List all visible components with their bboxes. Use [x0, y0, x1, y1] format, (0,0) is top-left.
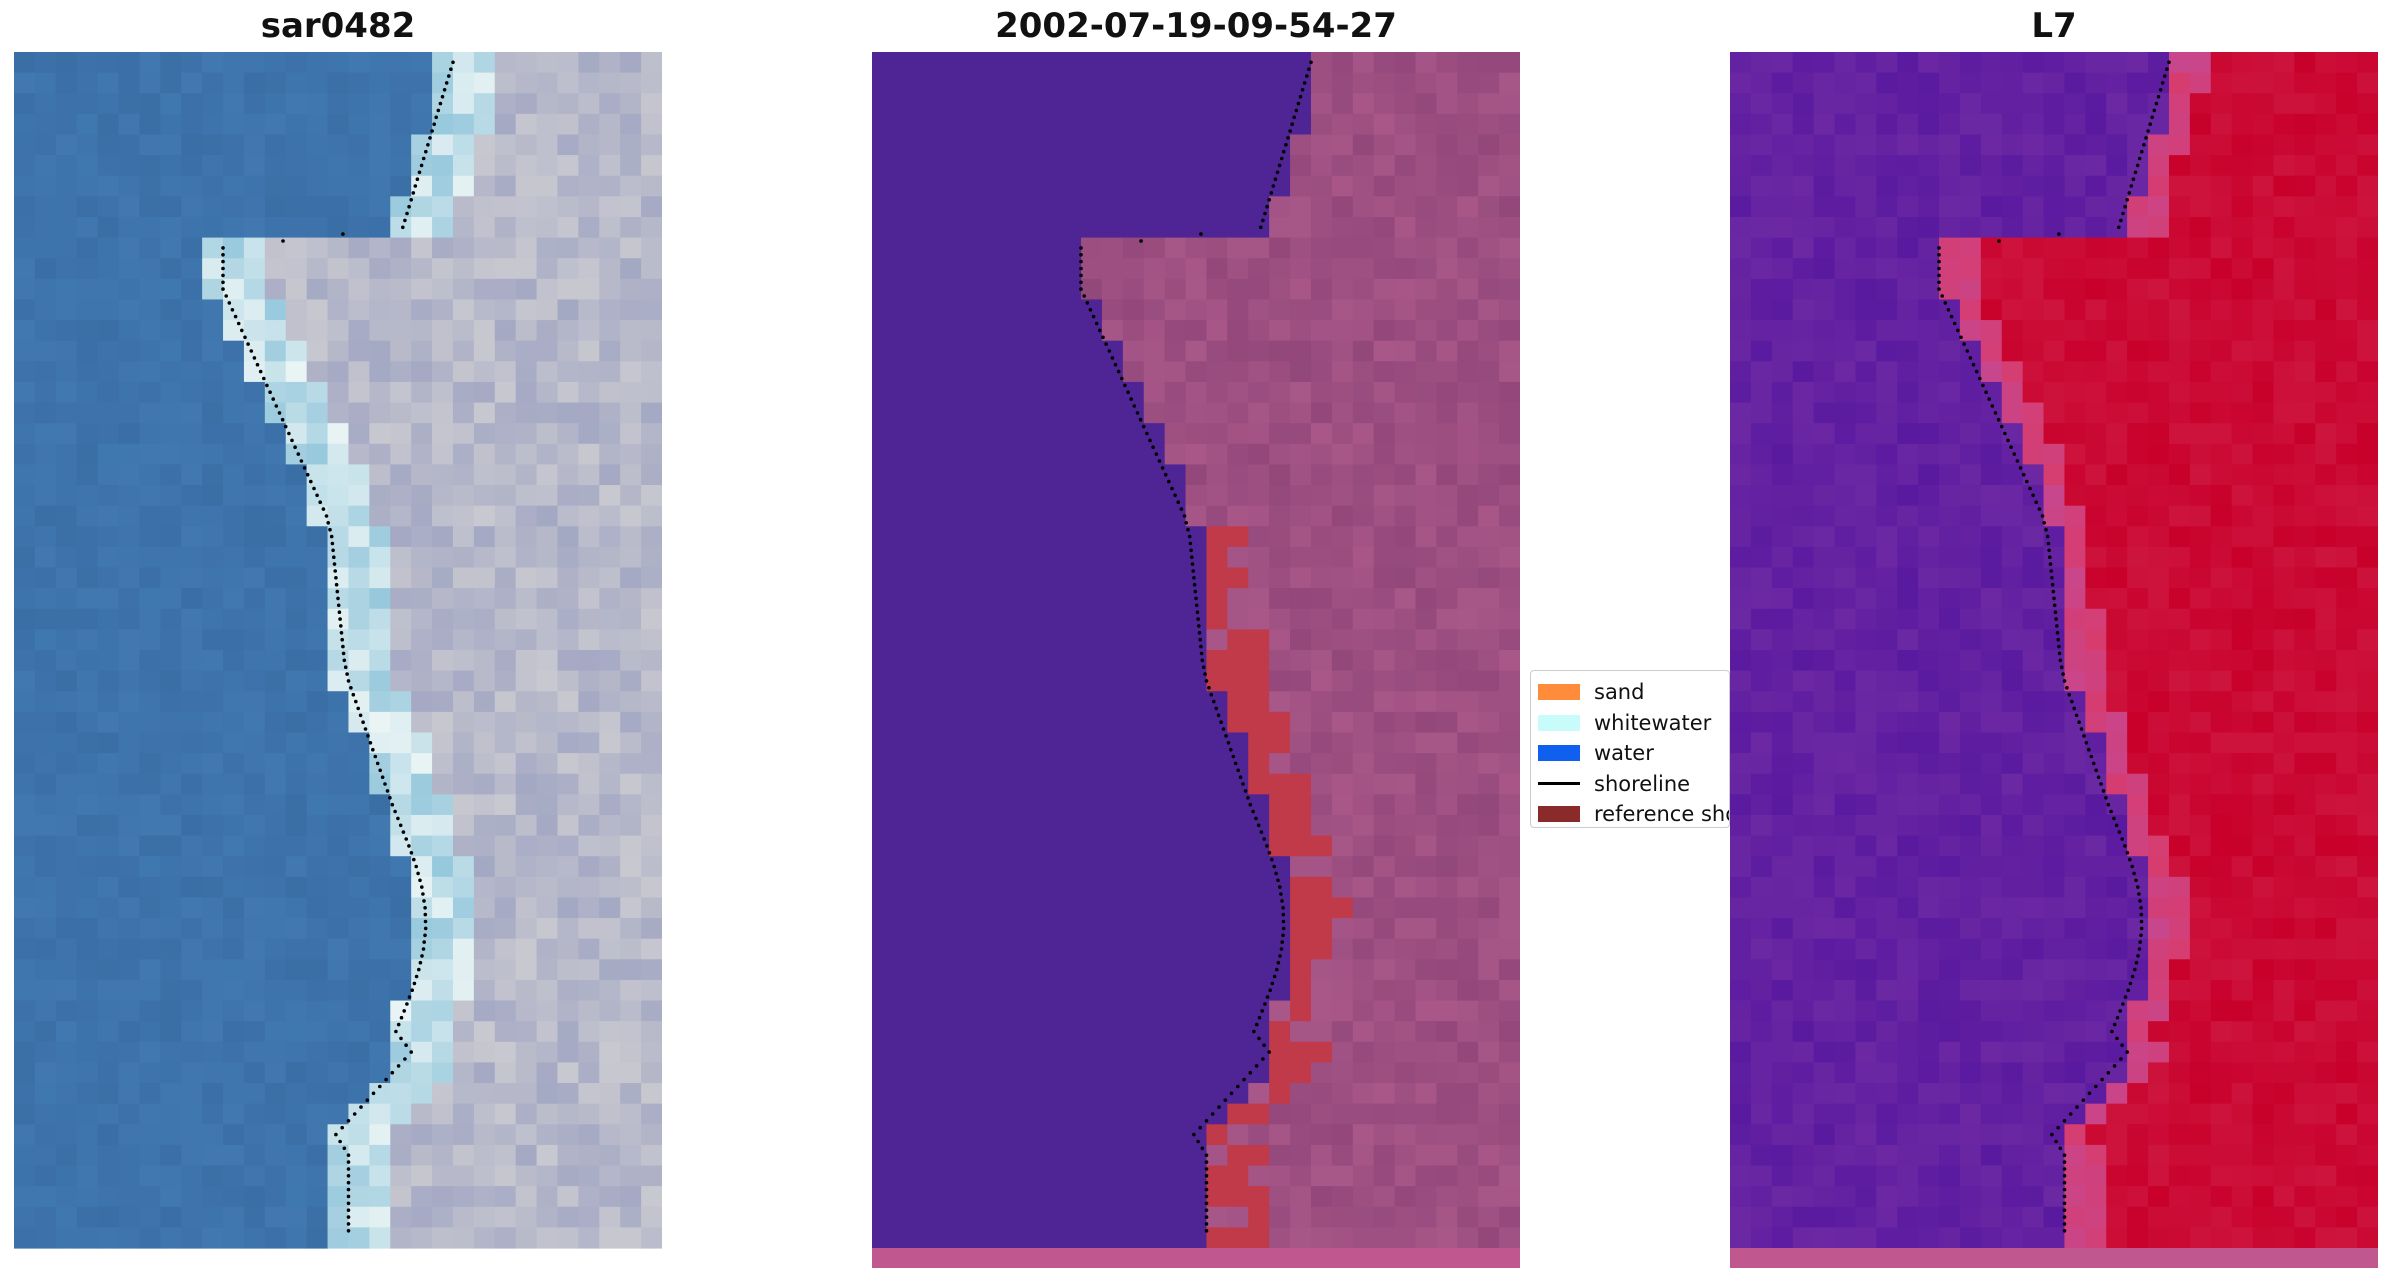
legend-swatch-shoreline	[1538, 782, 1580, 786]
legend-label: sand	[1594, 680, 1645, 705]
classified-image-panel	[872, 52, 1520, 1268]
index-image-panel	[1730, 52, 2378, 1268]
legend-label: shoreline	[1594, 771, 1691, 796]
legend-label: reference shoreline	[1594, 802, 1729, 827]
legend-item-sand: sand	[1531, 677, 1729, 708]
legend-item-shoreline: shoreline	[1531, 769, 1729, 800]
legend-item-water: water	[1531, 738, 1729, 769]
legend-item-reference-shoreline: reference shoreline	[1531, 799, 1729, 827]
legend: sand whitewater water shoreline referenc…	[1530, 670, 1730, 828]
panel-title-3: L7	[2031, 6, 2077, 46]
legend-label: water	[1594, 741, 1654, 766]
legend-item-whitewater: whitewater	[1531, 708, 1729, 739]
legend-swatch-sand	[1538, 684, 1580, 701]
panel-title-1: sar0482	[260, 6, 416, 46]
legend-swatch-whitewater	[1538, 714, 1580, 731]
rgb-image-panel	[14, 52, 662, 1268]
legend-swatch-water	[1538, 745, 1580, 762]
panel-title-2: 2002-07-19-09-54-27	[995, 6, 1397, 46]
legend-swatch-reference-shoreline	[1538, 806, 1580, 823]
legend-label: whitewater	[1594, 710, 1712, 735]
